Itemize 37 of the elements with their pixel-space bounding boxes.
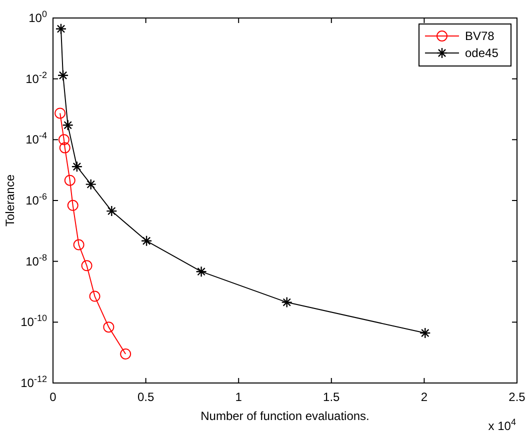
point	[59, 142, 70, 154]
point	[67, 200, 78, 211]
legend-label: ode45	[465, 46, 499, 60]
y-axis-title: Tolerance	[3, 174, 17, 227]
y-tick-label: 10$^{-10}$	[20, 313, 47, 330]
point	[89, 290, 100, 302]
point	[62, 120, 74, 131]
x-tick-label: 0.5	[137, 390, 154, 404]
point	[281, 296, 292, 308]
y-tick-label: 10$^{-6}$	[26, 192, 47, 208]
point	[55, 23, 67, 34]
x-tick-label: 0	[50, 390, 57, 404]
point	[54, 108, 66, 119]
point	[140, 235, 152, 246]
point	[71, 161, 83, 172]
x-tick-label: 1.5	[323, 390, 340, 404]
point	[420, 327, 431, 339]
point	[120, 348, 132, 360]
point	[64, 174, 76, 186]
y-tick-label: 10$^{-4}$	[26, 130, 47, 147]
legend-label: BV78	[465, 29, 495, 43]
point	[81, 260, 92, 272]
point	[85, 178, 96, 190]
y-tick-label: 10$^{-8}$	[26, 252, 47, 268]
point	[58, 134, 70, 146]
x-tick-label: 2.5	[508, 390, 526, 404]
text: x 10$^{4}$	[488, 417, 516, 433]
x-tick-label: 1	[235, 390, 242, 404]
y-tick-label: 10$^{0}$	[28, 9, 47, 25]
point	[103, 322, 114, 333]
y-tick-label: 10$^{-2}$	[26, 70, 47, 86]
x-tick-label: 2	[420, 390, 428, 404]
y-tick-label: 10$^{-12}$	[20, 374, 47, 390]
point	[196, 266, 207, 278]
point	[73, 239, 84, 250]
x-axis-title: Number of function evaluations.	[200, 409, 370, 423]
point	[106, 205, 118, 217]
